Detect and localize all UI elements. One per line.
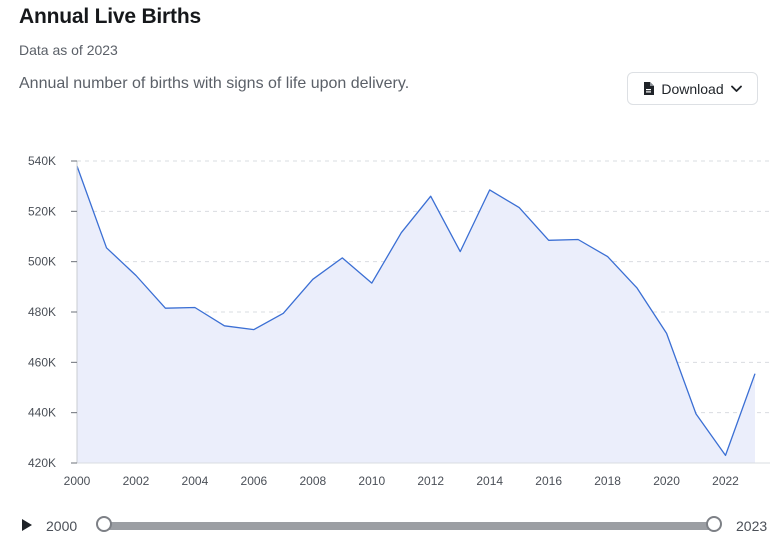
play-icon[interactable]	[22, 519, 32, 531]
births-area-fill	[77, 166, 755, 463]
births-line-series	[76, 165, 756, 457]
download-button[interactable]: Download	[627, 72, 758, 105]
x-tick-label: 2006	[241, 474, 268, 488]
x-tick-label: 2002	[123, 474, 150, 488]
data-point	[724, 453, 728, 457]
data-point	[163, 306, 167, 310]
x-tick-label: 2014	[476, 474, 503, 488]
data-point	[370, 281, 374, 285]
data-point	[75, 164, 79, 168]
slider-track[interactable]	[104, 522, 714, 530]
data-point	[576, 238, 580, 242]
y-tick-label: 440K	[28, 406, 56, 420]
year-range-slider: 2000 2023	[0, 510, 783, 542]
x-tick-label: 2016	[535, 474, 562, 488]
chart-subtitle: Data as of 2023	[19, 42, 118, 58]
slider-end-handle[interactable]	[706, 516, 722, 532]
x-tick-label: 2022	[712, 474, 739, 488]
x-axis-labels: 2000 2002 2004 2006 2008 2010 2012 2014 2016 2018…	[64, 474, 740, 488]
data-point	[134, 274, 138, 278]
y-tick-label: 500K	[28, 255, 56, 269]
data-point	[252, 328, 256, 332]
data-point	[311, 277, 315, 281]
chevron-down-icon	[730, 85, 742, 93]
slider-end-label: 2023	[736, 518, 768, 534]
data-point	[488, 188, 492, 192]
data-point	[193, 305, 197, 309]
data-point	[517, 206, 521, 210]
y-tick-label: 540K	[28, 154, 56, 168]
data-point	[753, 372, 757, 376]
x-tick-label: 2018	[594, 474, 621, 488]
data-point	[635, 286, 639, 290]
data-point	[665, 331, 669, 335]
data-point	[694, 412, 698, 416]
download-label: Download	[661, 80, 724, 97]
data-point	[281, 311, 285, 315]
data-point	[399, 231, 403, 235]
y-tick-label: 460K	[28, 355, 56, 369]
data-point	[606, 255, 610, 259]
slider-start-label: 2000	[46, 518, 78, 534]
x-tick-label: 2020	[653, 474, 680, 488]
x-tick-label: 2000	[64, 474, 91, 488]
x-tick-label: 2010	[358, 474, 385, 488]
chart-description: Annual number of births with signs of li…	[19, 75, 410, 92]
y-tick-label: 480K	[28, 305, 56, 319]
data-point	[429, 194, 433, 198]
x-tick-label: 2008	[299, 474, 326, 488]
document-icon	[643, 82, 655, 95]
data-point	[340, 256, 344, 260]
data-point	[458, 250, 462, 254]
data-point	[104, 246, 108, 250]
y-axis-labels: 420K 440K 460K 480K 500K 520K 540K	[28, 154, 77, 470]
data-point	[547, 238, 551, 242]
y-tick-label: 520K	[28, 204, 56, 218]
data-point	[222, 324, 226, 328]
x-tick-label: 2004	[182, 474, 209, 488]
y-tick-label: 420K	[28, 456, 56, 470]
slider-start-handle[interactable]	[96, 516, 112, 532]
chart-title: Annual Live Births	[19, 5, 201, 28]
x-tick-label: 2012	[417, 474, 444, 488]
